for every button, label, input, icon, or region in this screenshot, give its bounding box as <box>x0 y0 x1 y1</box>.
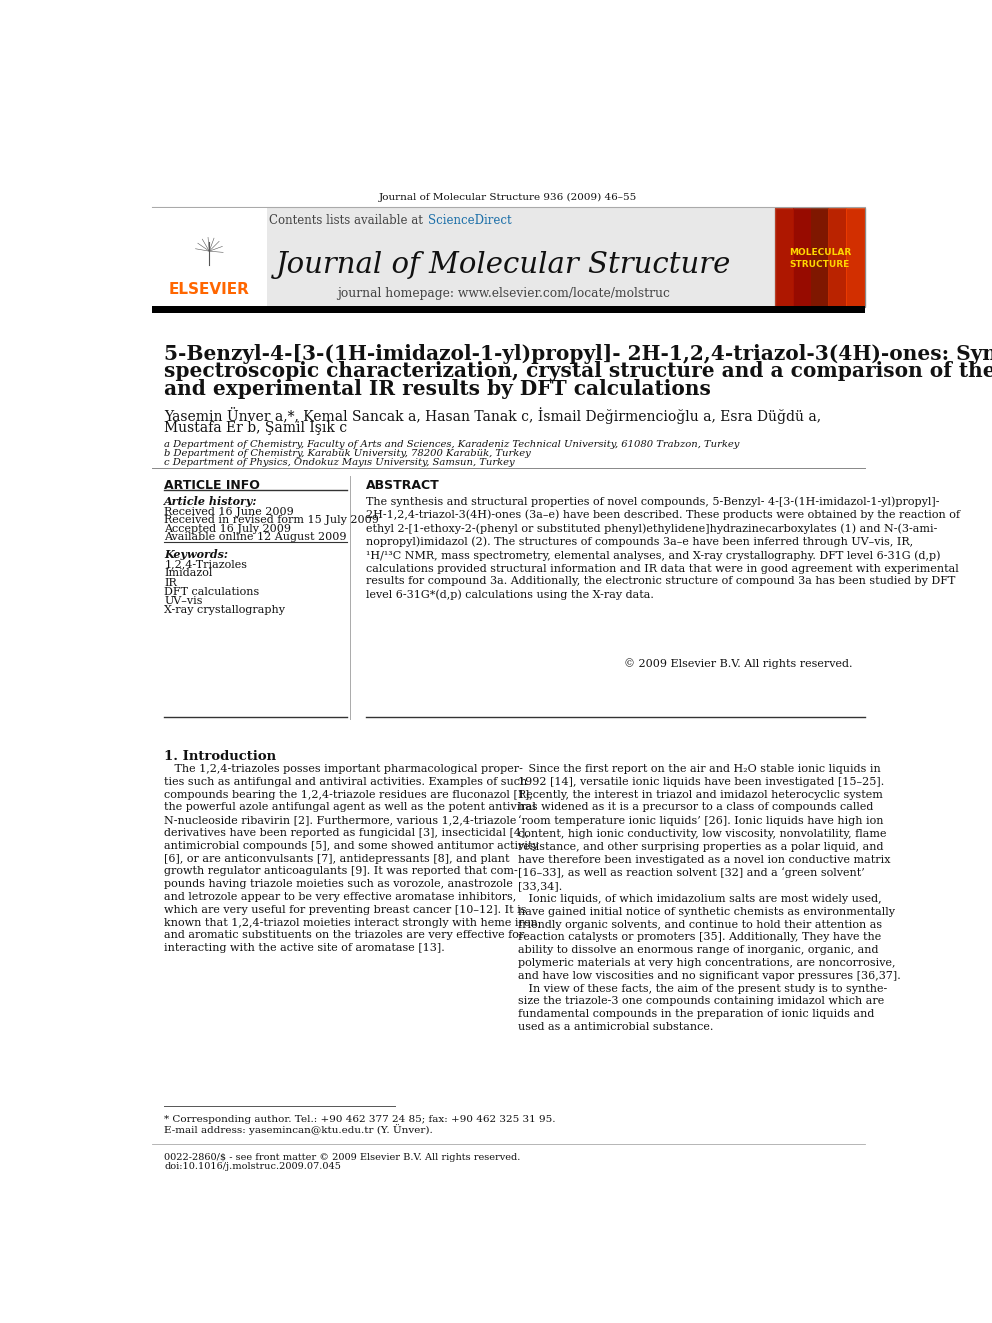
Text: Received in revised form 15 July 2009: Received in revised form 15 July 2009 <box>165 515 379 525</box>
Text: 1. Introduction: 1. Introduction <box>165 750 277 763</box>
Text: Keywords:: Keywords: <box>165 549 228 560</box>
Text: 0022-2860/$ - see front matter © 2009 Elsevier B.V. All rights reserved.: 0022-2860/$ - see front matter © 2009 El… <box>165 1152 521 1162</box>
Text: and experimental IR results by DFT calculations: and experimental IR results by DFT calcu… <box>165 378 711 400</box>
Text: ABSTRACT: ABSTRACT <box>366 479 439 492</box>
Text: X-ray crystallography: X-ray crystallography <box>165 606 286 615</box>
Text: ARTICLE INFO: ARTICLE INFO <box>165 479 260 492</box>
Text: UV–vis: UV–vis <box>165 597 202 606</box>
Bar <box>152 306 865 312</box>
Bar <box>793 208 811 307</box>
Text: Journal of Molecular Structure 936 (2009) 46–55: Journal of Molecular Structure 936 (2009… <box>379 193 638 202</box>
Bar <box>775 208 794 307</box>
Text: IR: IR <box>165 578 177 587</box>
Text: Contents lists available at: Contents lists available at <box>269 214 427 226</box>
Text: Received 16 June 2009: Received 16 June 2009 <box>165 507 294 517</box>
Text: © 2009 Elsevier B.V. All rights reserved.: © 2009 Elsevier B.V. All rights reserved… <box>624 658 852 668</box>
Text: 1,2,4-Triazoles: 1,2,4-Triazoles <box>165 560 247 569</box>
Bar <box>152 208 267 307</box>
Text: ELSEVIER: ELSEVIER <box>169 282 250 298</box>
Text: * Corresponding author. Tel.: +90 462 377 24 85; fax: +90 462 325 31 95.: * Corresponding author. Tel.: +90 462 37… <box>165 1115 556 1125</box>
Text: Yasemin Ünver a,*, Kemal Sancak a, Hasan Tanak c, İsmail Değirmencioğlu a, Esra : Yasemin Ünver a,*, Kemal Sancak a, Hasan… <box>165 406 821 423</box>
Text: Available online 12 August 2009: Available online 12 August 2009 <box>165 532 347 542</box>
Text: a Department of Chemistry, Faculty of Arts and Sciences, Karadeniz Technical Uni: a Department of Chemistry, Faculty of Ar… <box>165 439 740 448</box>
Text: Accepted 16 July 2009: Accepted 16 July 2009 <box>165 524 292 533</box>
Text: Journal of Molecular Structure: Journal of Molecular Structure <box>276 251 731 279</box>
Bar <box>828 208 847 307</box>
Text: The 1,2,4-triazoles posses important pharmacological proper-
ties such as antifu: The 1,2,4-triazoles posses important pha… <box>165 763 542 953</box>
Text: The synthesis and structural properties of novel compounds, 5-Benzyl- 4-[3-(1H-i: The synthesis and structural properties … <box>366 496 960 599</box>
Text: b Department of Chemistry, Karabük University, 78200 Karabük, Turkey: b Department of Chemistry, Karabük Unive… <box>165 448 531 458</box>
Bar <box>152 208 865 307</box>
Text: Mustafa Er b, Şamil Işık c: Mustafa Er b, Şamil Işık c <box>165 421 347 434</box>
Text: MOLECULAR
STRUCTURE: MOLECULAR STRUCTURE <box>789 249 851 270</box>
Text: DFT calculations: DFT calculations <box>165 587 260 597</box>
Bar <box>810 208 829 307</box>
Bar <box>846 208 865 307</box>
Text: journal homepage: www.elsevier.com/locate/molstruc: journal homepage: www.elsevier.com/locat… <box>337 287 671 300</box>
Text: c Department of Physics, Ondokuz Mayıs University, Samsun, Turkey: c Department of Physics, Ondokuz Mayıs U… <box>165 458 515 467</box>
Text: ScienceDirect: ScienceDirect <box>428 214 512 226</box>
Bar <box>775 208 865 307</box>
Text: Article history:: Article history: <box>165 496 258 507</box>
Text: 5-Benzyl-4-[3-(1H-imidazol-1-yl)propyl]- 2H-1,2,4-triazol-3(4H)-ones: Synthesis,: 5-Benzyl-4-[3-(1H-imidazol-1-yl)propyl]-… <box>165 344 992 364</box>
Text: doi:10.1016/j.molstruc.2009.07.045: doi:10.1016/j.molstruc.2009.07.045 <box>165 1162 341 1171</box>
Text: spectroscopic characterization, crystal structure and a comparison of theoretica: spectroscopic characterization, crystal … <box>165 361 992 381</box>
Text: Imidazol: Imidazol <box>165 569 212 578</box>
Text: Since the first report on the air and H₂O stable ionic liquids in
1992 [14], ver: Since the first report on the air and H₂… <box>518 763 901 1032</box>
Text: E-mail address: yasemincan@ktu.edu.tr (Y. Ünver).: E-mail address: yasemincan@ktu.edu.tr (Y… <box>165 1125 434 1135</box>
